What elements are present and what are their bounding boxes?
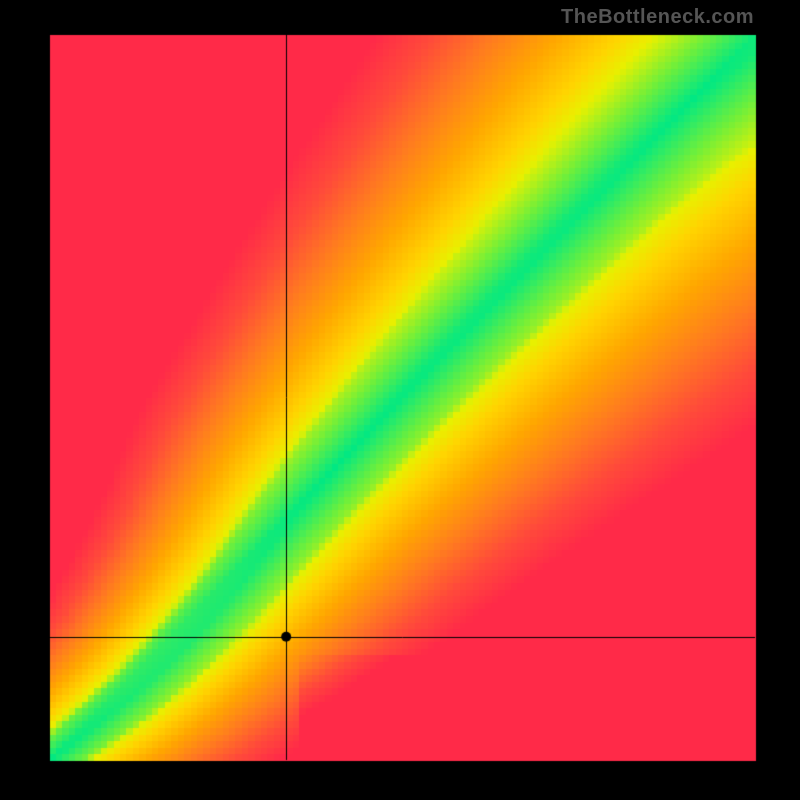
chart-container: TheBottleneck.com — [0, 0, 800, 800]
watermark-text: TheBottleneck.com — [561, 6, 754, 29]
heatmap-canvas — [0, 0, 800, 800]
